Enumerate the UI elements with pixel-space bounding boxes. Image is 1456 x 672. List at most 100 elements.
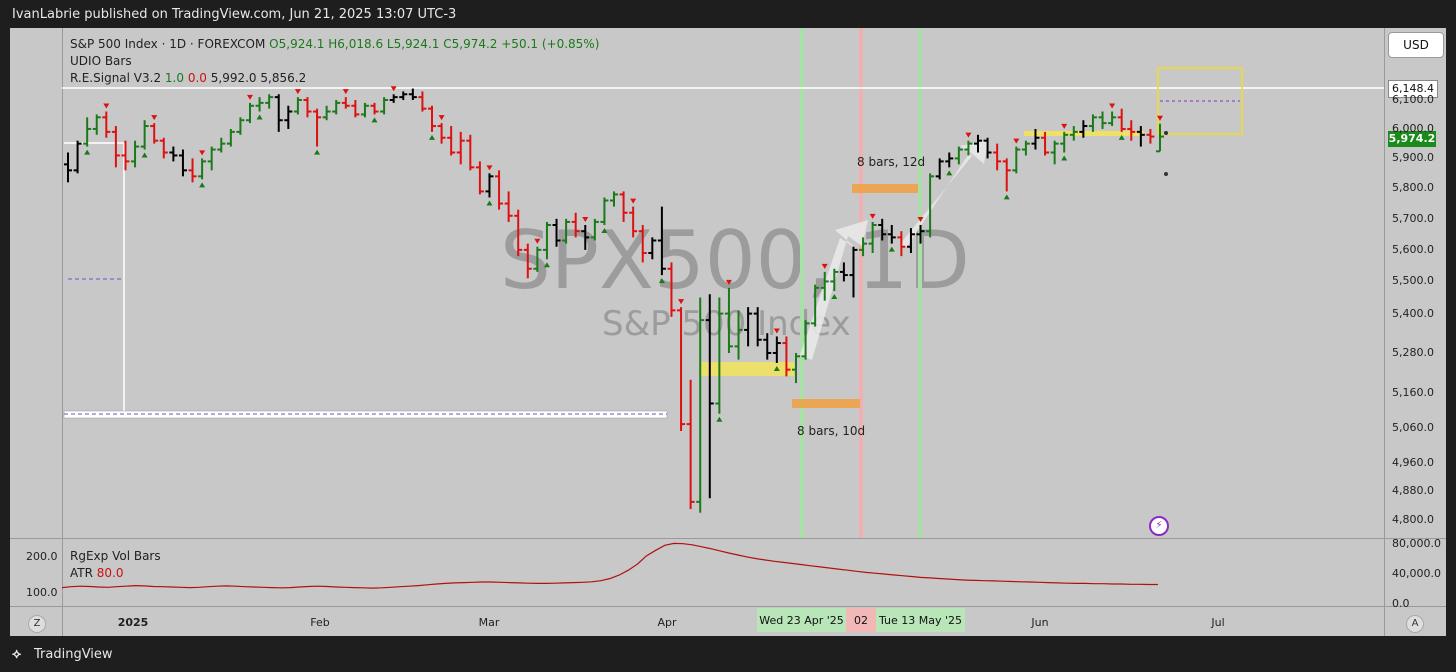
yellow-target-box [1157,67,1243,135]
up-arrow-2 [900,140,988,248]
x-tick-label: Mar [478,616,500,629]
date-label-3: Tue 13 May '25 [876,608,965,632]
signal-up-110 [1118,134,1125,140]
y-tick-label: 5,800.0 [1392,181,1434,195]
currency-button[interactable]: USD [1388,32,1444,58]
y-tick-label: 5,900.0 [1392,151,1434,165]
dot-1 [1164,131,1168,135]
signal-down-34 [390,86,397,92]
atr-line [61,542,1158,589]
signal-down-4 [103,103,110,109]
signal-up-32 [371,117,378,123]
signal-down-54 [582,217,589,223]
legend-study2[interactable]: R.E.Signal V3.2 [70,71,162,85]
sub-y-tick-right: 40,000.0 [1392,567,1441,580]
signal-down-39 [438,115,445,121]
signal-up-56 [601,228,608,234]
legend-study2-v2: 0.0 [187,71,207,85]
pane-separator[interactable] [10,538,1446,539]
signal-up-98 [1003,194,1010,200]
bars-annotation-2[interactable]: 8 bars, 10d [797,424,866,438]
attribution-bar: IvanLabrie published on TradingView.com,… [0,0,1456,28]
x-tick-label: Feb [310,616,330,629]
x-tick-label: Apr [657,616,677,629]
up-arrow-1 [800,220,868,360]
dot-2 [1164,172,1168,176]
orange-band-1 [792,399,860,408]
signal-down-99 [1013,138,1020,144]
signal-down-64 [678,299,685,305]
legend-high: H6,018.6 [328,37,384,51]
signal-up-104 [1061,155,1068,161]
signal-up-92 [946,170,953,176]
tradingview-logo-icon: ⟡ [12,646,22,662]
y-tick-label: 4,960.0 [1392,455,1434,469]
legend-symbol[interactable]: S&P 500 Index · 1D · FOREXCOM [70,37,266,51]
sub-y-tick-left: 100.0 [26,586,58,599]
x-tick-label: Jun [1031,616,1049,629]
legend-study2-v4: 5,856.2 [260,71,307,85]
bars-annotation-1[interactable]: 8 bars, 12d [857,155,926,169]
sub-y-tick-right: 0.0 [1392,597,1410,610]
time-axis[interactable] [10,606,1446,637]
zoom-button[interactable]: Z [28,615,46,633]
lightning-icon[interactable]: ⚡ [1149,516,1169,536]
signal-down-59 [630,198,637,204]
y-tick-label: 5,600.0 [1392,242,1434,256]
signal-down-49 [534,238,541,244]
sub-y-tick-left: 200.0 [26,550,58,563]
legend-open: O5,924.1 [269,37,325,51]
atr-value: 80.0 [96,566,124,580]
signal-up-26 [314,149,321,155]
last-price-badge: 5,974.2 [1388,131,1436,147]
signal-down-44 [486,165,493,171]
y-tick-label: 6,100.0 [1392,93,1434,106]
signal-up-86 [888,246,895,252]
legend-low: L5,924.1 [386,37,440,51]
signal-up-2 [84,149,91,155]
signal-down-104 [1061,123,1068,129]
y-tick-label: 5,160.0 [1392,386,1434,400]
date-label-1: Wed 23 Apr '25 [757,608,846,632]
signal-down-24 [294,89,301,95]
legend-study2-v1: 1.0 [164,71,185,85]
signal-up-74 [773,365,780,371]
left-toolbar [10,28,63,636]
y-tick-label: 4,880.0 [1392,484,1434,498]
x-tick-label: Jul [1211,616,1225,629]
yellow-band [700,362,794,376]
signal-up-44 [486,200,493,206]
line-price-badge: 6,148.4 [1388,80,1438,98]
signal-up-14 [199,182,206,188]
atr-label: ATR [70,566,93,580]
legend-study1[interactable]: UDIO Bars [70,54,132,68]
y-tick-label: 6,000.0 [1392,121,1434,135]
signal-down-79 [821,263,828,269]
footer-bar: ⟡ TradingView [0,636,1456,672]
signal-up-8 [141,152,148,158]
signal-down-29 [342,89,349,95]
signal-up-50 [543,262,550,268]
signal-up-80 [831,294,838,300]
auto-scale-button[interactable]: A [1406,615,1424,633]
signal-down-89 [917,217,924,223]
y-tick-label: 5,280.0 [1392,345,1434,359]
price-axis[interactable] [1384,28,1447,636]
legend-change: +50.1 (+0.85%) [501,37,600,51]
signal-down-84 [869,213,876,219]
date-label-2: 02 May [846,608,876,632]
footer-brand[interactable]: TradingView [34,647,113,662]
sub-legend-name[interactable]: RgExp Vol Bars [70,549,161,563]
sub-y-tick-right: 80,000.0 [1392,537,1441,550]
signal-down-94 [965,132,972,138]
signal-down-19 [247,94,253,100]
legend-study2-v3: 5,992.0 [210,71,257,85]
signal-down-74 [773,328,780,334]
y-tick-label: 5,400.0 [1392,306,1434,320]
signal-down-69 [725,279,732,285]
signal-up-38 [429,134,435,140]
signal-up-20 [256,114,263,120]
signal-down-114 [1157,115,1163,121]
signal-up-62 [658,278,665,284]
